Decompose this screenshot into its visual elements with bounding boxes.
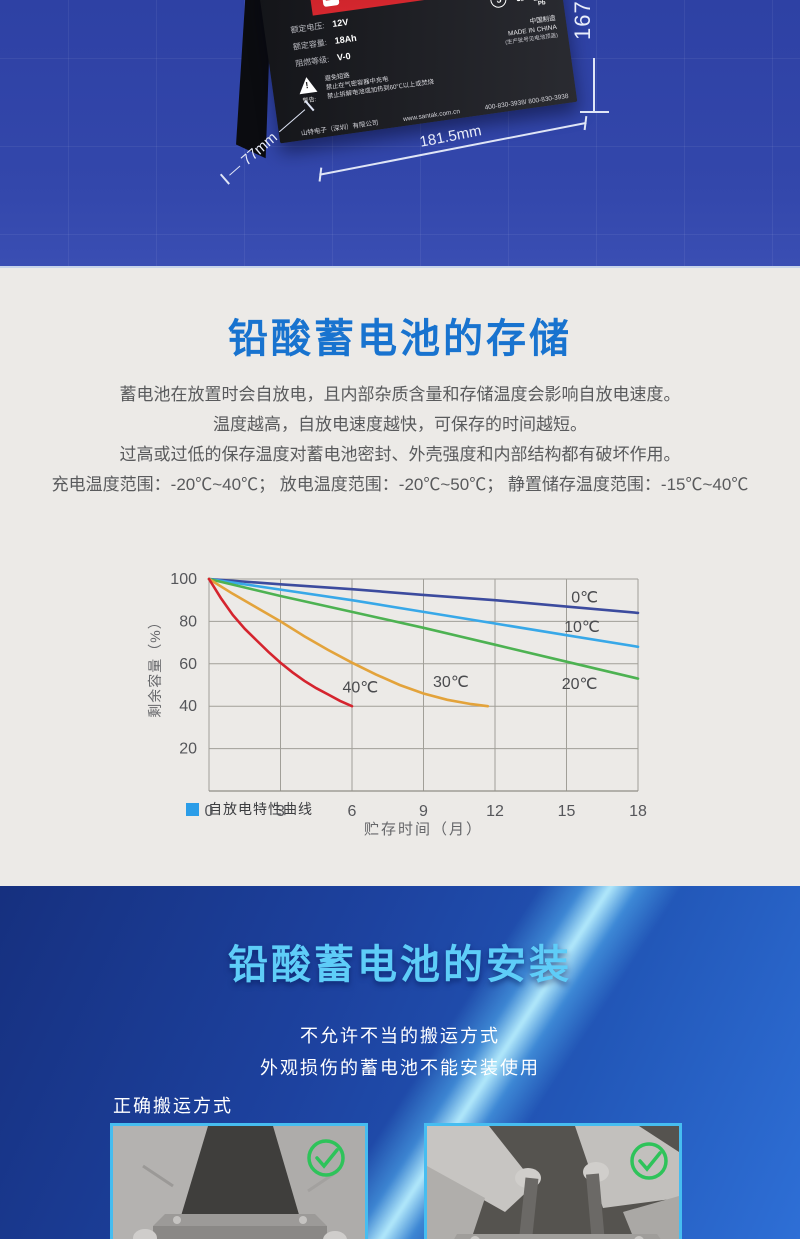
dimension-height-label: 167mm	[570, 0, 595, 40]
santak-logo-icon	[321, 0, 340, 8]
dimension-height-line	[593, 58, 595, 112]
svg-text:剩余容量（%）: 剩余容量（%）	[147, 614, 163, 717]
carry-photo-2	[424, 1123, 682, 1239]
svg-text:60: 60	[179, 656, 197, 673]
svg-text:30℃: 30℃	[433, 674, 469, 691]
install-section: 铅酸蓄电池的安装 不允许不当的搬运方式 外观损伤的蓄电池不能安装使用 正确搬运方…	[0, 886, 800, 1239]
svg-text:贮存时间（月）: 贮存时间（月）	[364, 821, 483, 838]
dim-line	[228, 165, 241, 176]
install-lines: 不允许不当的搬运方式 外观损伤的蓄电池不能安装使用	[0, 1020, 800, 1084]
check-icon	[630, 1142, 668, 1180]
spec-value: 12V	[331, 16, 349, 29]
svg-text:10℃: 10℃	[564, 619, 600, 636]
carry-photo-1-image	[113, 1126, 365, 1239]
spec-row-flame-rating: 阻燃等级: V-0	[295, 50, 360, 70]
svg-text:12: 12	[486, 803, 504, 820]
svg-text:100: 100	[170, 571, 197, 588]
pb-text: Pb	[537, 0, 547, 8]
carry-photo-2-image	[427, 1126, 679, 1239]
paragraph-line: 蓄电池在放置时会自放电，且内部杂质含量和存储温度会影响自放电速度。	[119, 385, 681, 404]
self-discharge-chart: 0 3 6 9 12 15 18 20 40 60 80 100 0℃ 10℃ 20℃ 30℃ 40℃ 贮存时间（…	[147, 571, 647, 838]
correct-method-label: 正确搬运方式	[113, 1096, 233, 1116]
storage-title: 铅酸蓄电池的存储	[228, 317, 572, 361]
storage-paragraph: 蓄电池在放置时会自放电，且内部杂质含量和存储温度会影响自放电速度。 温度越高，自…	[0, 380, 800, 500]
dim-tick	[304, 100, 315, 112]
svg-text:20: 20	[179, 741, 197, 758]
paragraph-line: 温度越高，自放电速度越快，可保存的时间越短。	[213, 415, 587, 434]
pb-disposal-icon: ✕ Pb	[531, 0, 550, 8]
svg-text:0: 0	[205, 803, 214, 820]
paragraph-line: 充电温度范围：-20℃~40℃； 放电温度范围：-20℃~50℃； 静置储存温度…	[51, 475, 749, 494]
svg-text:18: 18	[629, 803, 647, 820]
svg-text:40℃: 40℃	[342, 679, 378, 696]
svg-text:20℃: 20℃	[562, 676, 598, 693]
dimension-height-tick	[580, 111, 609, 113]
svg-text:6: 6	[348, 803, 357, 820]
svg-text:40: 40	[179, 698, 197, 715]
battery-specs: 额定电压: 12V 额定容量: 18Ah 阻燃等级: V-0	[290, 16, 361, 75]
svg-text:15: 15	[558, 803, 576, 820]
legend-label: 自放电特性曲线	[208, 801, 313, 817]
check-icon	[307, 1139, 345, 1177]
legend-swatch-icon	[186, 802, 199, 816]
brand-name: SANTAK	[344, 0, 422, 4]
recycle-icon: ♻	[513, 0, 528, 5]
spec-row-voltage: 额定电压: 12V	[290, 16, 355, 36]
svg-text:3: 3	[276, 803, 285, 820]
svg-text:80: 80	[179, 613, 197, 630]
carry-photo-1	[110, 1123, 368, 1239]
install-title: 铅酸蓄电池的安装	[228, 943, 572, 987]
paragraph-line: 过高或过低的保存温度对蓄电池密封、外壳强度和内部结构都有破坏作用。	[119, 445, 681, 464]
spec-label: 额定容量:	[292, 38, 328, 52]
svg-text:9: 9	[419, 803, 428, 820]
spec-label: 额定电压:	[290, 21, 326, 35]
circled-5-icon: 5	[489, 0, 508, 9]
spec-label: 阻燃等级:	[294, 54, 330, 69]
install-line: 不允许不当的搬运方式	[300, 1026, 500, 1046]
origin-block: 中国制造 MADE IN CHINA (生产批号见电池顶盖)	[502, 14, 558, 48]
spec-row-capacity: 额定容量: 18Ah	[292, 33, 357, 53]
storage-section: 铅酸蓄电池的存储 蓄电池在放置时会自放电，且内部杂质含量和存储温度会影响自放电速…	[0, 266, 800, 886]
battery-brand-banner: SANTAK	[305, 0, 513, 16]
spec-value: 18Ah	[334, 32, 358, 46]
install-line: 外观损伤的蓄电池不能安装使用	[260, 1058, 540, 1078]
compliance-icons: 5 ♻ ✕ Pb	[489, 0, 550, 14]
chart-legend: 自放电特性曲线	[186, 799, 313, 819]
svg-text:0℃: 0℃	[571, 589, 598, 606]
hero-section: SANTAK 额定电压: 12V 额定容量: 18Ah 阻燃等级: V-0 5 …	[0, 0, 800, 266]
spec-value: V-0	[336, 50, 352, 63]
